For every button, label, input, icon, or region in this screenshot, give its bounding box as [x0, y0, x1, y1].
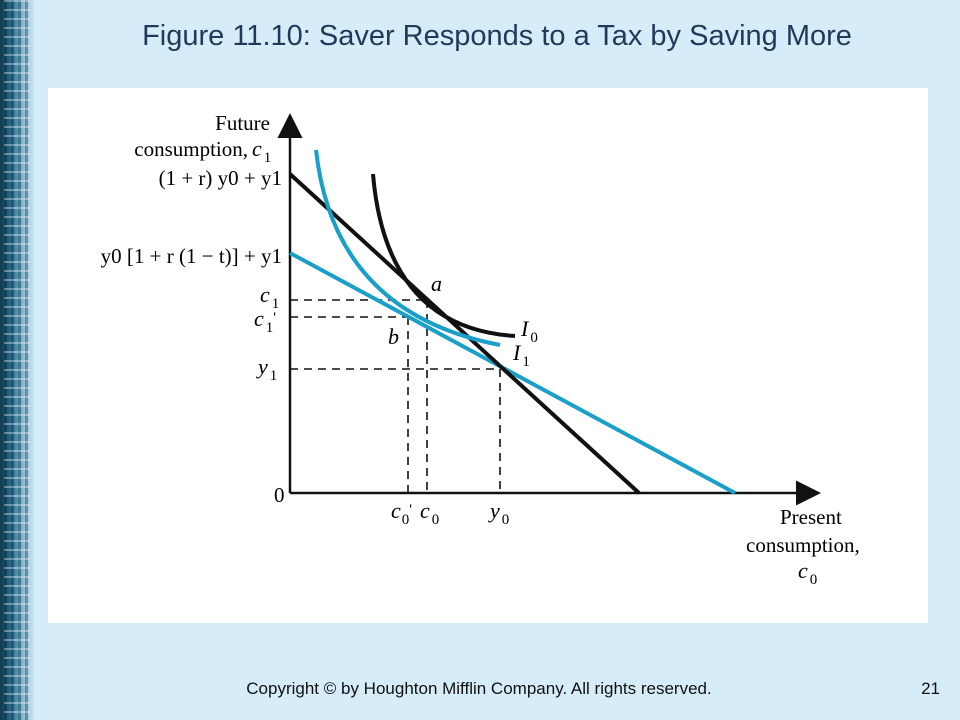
x-axis-label-line1: Present [780, 505, 842, 529]
tick-c0-prime: c0' [391, 498, 412, 528]
tick-c1-prime: c 1' [254, 306, 276, 336]
point-b-label: b [388, 324, 399, 349]
pretax-intercept-label: (1 + r) y0 + y1 [159, 166, 282, 190]
decorative-side-strip [0, 0, 34, 720]
aftertax-intercept-label: y0 [1 + r (1 − t)] + y1 [101, 244, 282, 268]
indifference-curve-I1 [314, 149, 501, 347]
origin-label: 0 [274, 483, 285, 507]
slide-title: Figure 11.10: Saver Responds to a Tax by… [142, 20, 852, 52]
y-axis-label-line2: consumption, [134, 137, 248, 161]
x-axis-label-line2: consumption, [746, 533, 860, 557]
point-a-label: a [431, 271, 442, 296]
indifference-curve-I0 [371, 173, 516, 338]
y-axis-label-line1: Future [215, 111, 270, 135]
pretax-budget-line [288, 172, 641, 495]
aftertax-budget-line [289, 251, 736, 495]
side-strip-pattern [4, 0, 30, 720]
dashed-guides [290, 299, 501, 493]
copyright-notice: Copyright © by Houghton Mifflin Company.… [246, 679, 712, 698]
page-number: 21 [921, 679, 940, 698]
